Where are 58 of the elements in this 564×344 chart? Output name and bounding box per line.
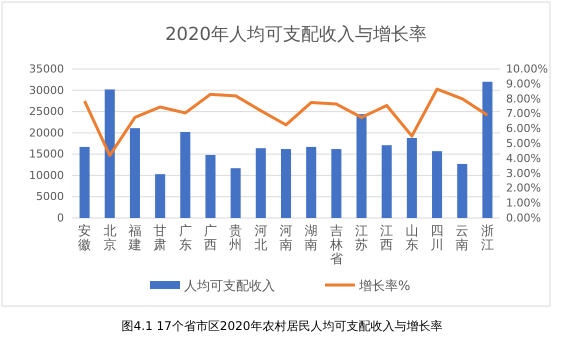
legend-label: 人均可支配收入 xyxy=(184,279,275,294)
x-tick-label: 福建 xyxy=(127,224,142,253)
x-tick-label: 云南 xyxy=(456,224,469,253)
x-tick-label: 吉林省 xyxy=(328,224,343,267)
bar xyxy=(155,174,166,218)
x-tick-label: 贵州 xyxy=(229,224,242,253)
bar xyxy=(382,145,392,218)
y2-tick-label: 0.00% xyxy=(506,212,541,225)
bar xyxy=(406,138,417,218)
bar xyxy=(180,132,190,218)
bar xyxy=(280,149,292,218)
y2-tick-label: 9.00% xyxy=(506,77,541,90)
x-tick-label: 江苏 xyxy=(355,224,368,253)
bar xyxy=(356,114,367,218)
bar xyxy=(104,89,115,218)
x-tick-label: 浙江 xyxy=(480,224,494,253)
bar xyxy=(331,149,342,218)
x-tick-label: 河南 xyxy=(280,224,292,253)
x-tick-label: 山东 xyxy=(405,224,418,253)
x-tick-label: 甘肃 xyxy=(154,224,167,253)
y-tick-label: 15000 xyxy=(29,148,64,161)
x-tick-label: 北京 xyxy=(103,224,116,253)
y2-tick-label: 10.00% xyxy=(506,62,548,76)
bar xyxy=(482,82,492,218)
x-tick-label: 四川 xyxy=(430,224,444,253)
caption: 图4.1 17个省市区2020年农村居民人均可支配收入与增长率 xyxy=(122,319,442,333)
y-tick-label: 25000 xyxy=(29,105,64,118)
line-series xyxy=(83,88,489,157)
x-tick-label: 湖南 xyxy=(304,224,318,253)
y-tick-label: 20000 xyxy=(29,126,64,140)
y2-tick-label: 1.00% xyxy=(506,196,541,210)
bar xyxy=(306,146,316,218)
bar xyxy=(457,164,468,218)
x-tick-label: 广西 xyxy=(204,224,217,253)
y2-tick-label: 3.00% xyxy=(506,166,541,180)
y2-tick-label: 8.00% xyxy=(506,92,541,106)
y2-tick-label: 4.00% xyxy=(506,152,541,165)
y-tick-label: 5000 xyxy=(36,190,64,204)
y2-tick-label: 6.00% xyxy=(506,122,541,136)
y2-tick-label: 7.00% xyxy=(506,107,541,120)
y-tick-label: 30000 xyxy=(29,84,64,97)
bar xyxy=(230,168,241,218)
x-tick-label: 广东 xyxy=(178,224,192,253)
y2-tick-label: 5.00% xyxy=(506,137,541,150)
y-tick-label: 0 xyxy=(57,212,64,225)
x-tick-label: 安徽 xyxy=(78,223,92,253)
x-tick-label: 江西 xyxy=(380,224,394,253)
bar xyxy=(256,148,266,218)
bar xyxy=(80,146,90,218)
bar xyxy=(432,151,442,218)
bar xyxy=(205,154,216,218)
bar xyxy=(130,128,140,218)
chart-title: 2020年人均可支配收入与增长率 xyxy=(165,24,427,45)
y-tick-label: 35000 xyxy=(29,62,64,76)
x-tick-label: 河北 xyxy=(254,224,268,253)
legend-label: 增长率% xyxy=(358,278,410,294)
y2-tick-label: 2.00% xyxy=(506,182,541,195)
y-tick-label: 10000 xyxy=(29,168,64,182)
